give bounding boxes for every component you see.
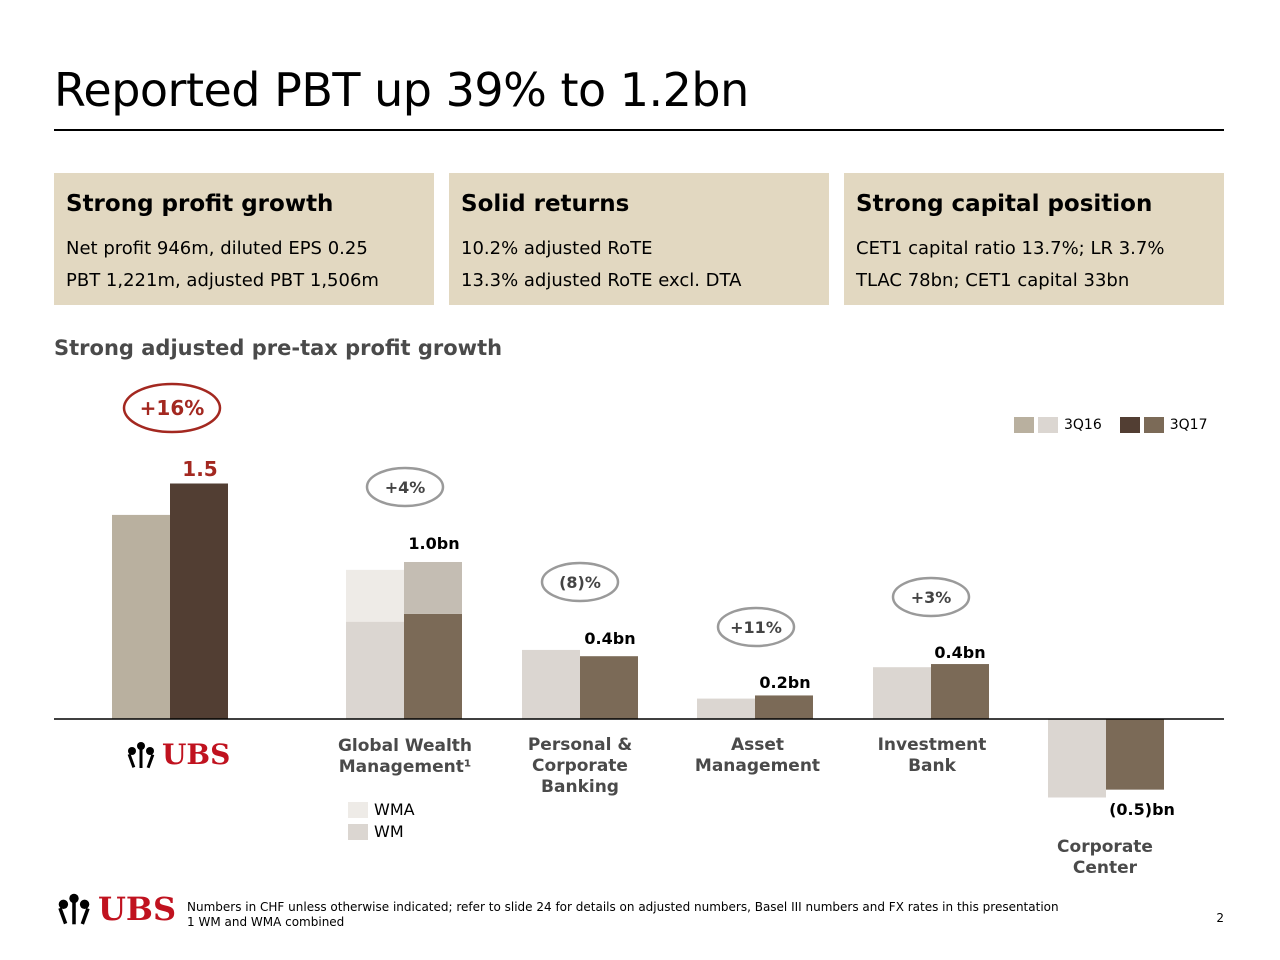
footnote-line: 1 WM and WMA combined xyxy=(187,915,345,929)
footnote-line: Numbers in CHF unless otherwise indicate… xyxy=(187,900,1059,914)
category-label-cc: Corporate Center xyxy=(1057,837,1153,878)
kpi-line: PBT 1,221m, adjusted PBT 1,506m xyxy=(66,270,379,291)
inset-swatch-wma xyxy=(348,801,368,818)
legend-label-curr: 3Q17 xyxy=(1169,417,1208,433)
kpi-line: Net profit 946m, diluted EPS 0.25 xyxy=(66,238,368,259)
legend-label-prev: 3Q16 xyxy=(1064,417,1102,433)
kpi-line: 13.3% adjusted RoTE excl. DTA xyxy=(461,270,742,291)
bar-3q16-gwm-wm xyxy=(346,621,404,719)
chart-legend: 3Q16 3Q17 xyxy=(1014,415,1208,435)
value-label-ib: 0.4bn xyxy=(934,643,985,662)
bar-3q16-3 xyxy=(697,698,755,719)
inset-legend-wm: WM xyxy=(348,822,404,841)
bar-3q17-ubs xyxy=(170,483,228,719)
ubs-category-logo-text: UBS xyxy=(162,738,231,771)
growth-label-2: (8)% xyxy=(559,573,601,592)
kpi-box-returns: Solid returns 10.2% adjusted RoTE 13.3% … xyxy=(449,173,829,305)
ubs-category-logo: UBS xyxy=(124,738,230,771)
value-label-ubs: 1.5 xyxy=(182,457,217,481)
bar-3q17-5 xyxy=(1106,719,1164,790)
keys-logo-icon xyxy=(127,741,155,768)
bar-3q17-4 xyxy=(931,664,989,719)
chart-subtitle: Strong adjusted pre-tax profit growth xyxy=(54,336,503,360)
bar-3q16-5 xyxy=(1048,719,1106,798)
legend-swatch-prev-light xyxy=(1038,417,1058,433)
kpi-heading: Solid returns xyxy=(461,191,630,217)
footnote: Numbers in CHF unless otherwise indicate… xyxy=(187,900,1059,930)
category-label-am: Asset Management xyxy=(694,735,821,776)
kpi-heading: Strong profit growth xyxy=(66,191,334,217)
value-label-cc: (0.5)bn xyxy=(1109,800,1175,819)
page-number: 2 xyxy=(1216,911,1224,925)
category-label-pcb: Personal & Corporate Banking xyxy=(527,735,633,797)
kpi-line: 10.2% adjusted RoTE xyxy=(461,238,653,259)
legend-swatch-prev-dark xyxy=(1014,417,1034,433)
bar-3q17-gwm-wm xyxy=(404,613,462,719)
growth-badge-1 xyxy=(365,466,445,508)
value-label-gwm: 1.0bn xyxy=(408,534,459,553)
category-label-gwm: Global Wealth Management¹ xyxy=(337,736,473,777)
title-divider xyxy=(54,129,1224,131)
kpi-line: TLAC 78bn; CET1 capital 33bn xyxy=(856,270,1130,291)
growth-badge-0 xyxy=(122,382,222,434)
value-label-am: 0.2bn xyxy=(759,673,810,692)
legend-swatch-curr-dark xyxy=(1119,417,1140,433)
bar-3q16-gwm-wma xyxy=(346,569,404,622)
growth-label-1: +4% xyxy=(385,478,426,497)
inset-label-wma: WMA xyxy=(374,800,415,819)
legend-swatch-curr-light xyxy=(1143,417,1164,433)
value-label-pcb: 0.4bn xyxy=(584,629,635,648)
kpi-box-profit: Strong profit growth Net profit 946m, di… xyxy=(54,173,434,305)
bar-3q17-gwm-wma xyxy=(404,562,462,614)
growth-badge-4 xyxy=(891,576,971,618)
inset-legend-wma: WMA xyxy=(348,800,415,819)
bar-3q16-2 xyxy=(522,649,580,719)
bar-3q16-4 xyxy=(873,667,931,719)
kpi-heading: Strong capital position xyxy=(856,191,1153,217)
kpi-line: CET1 capital ratio 13.7%; LR 3.7% xyxy=(856,238,1165,259)
growth-badge-2 xyxy=(540,561,620,603)
bar-3q16-ubs xyxy=(112,514,170,719)
footer-keys-icon xyxy=(58,893,90,925)
footer-logo: UBS xyxy=(54,890,176,928)
category-label-ib: Investment Bank xyxy=(877,735,987,776)
inset-label-wm: WM xyxy=(374,822,404,841)
page-title: Reported PBT up 39% to 1.2bn xyxy=(54,63,749,117)
bar-3q17-2 xyxy=(580,656,638,719)
growth-label-3: +11% xyxy=(730,618,782,637)
footer-logo-text: UBS xyxy=(98,890,177,928)
growth-label-0: +16% xyxy=(140,396,205,420)
kpi-box-capital: Strong capital position CET1 capital rat… xyxy=(844,173,1224,305)
inset-swatch-wm xyxy=(348,823,368,840)
growth-label-4: +3% xyxy=(911,588,952,607)
growth-badge-3 xyxy=(716,606,796,648)
bar-3q17-3 xyxy=(755,695,813,719)
